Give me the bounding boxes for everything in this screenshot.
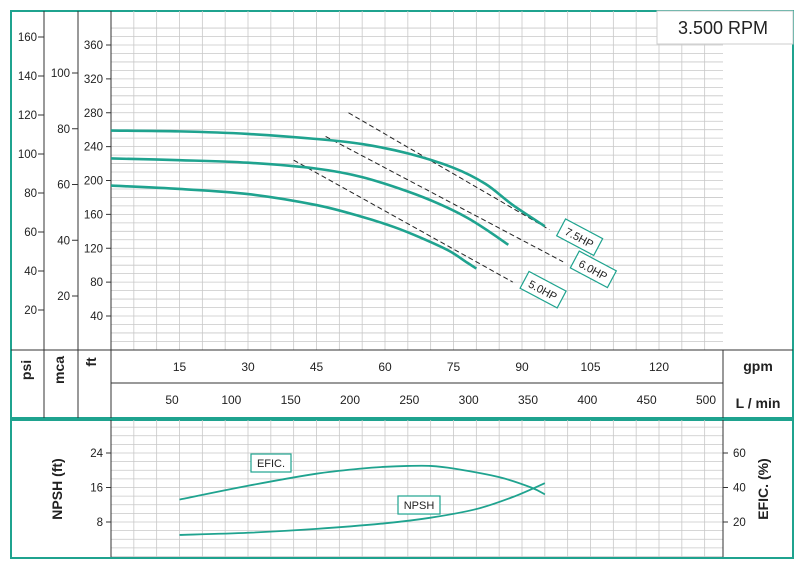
lmin-tick-label: 100 — [221, 393, 241, 407]
head-curve-6.0hp — [110, 157, 510, 246]
efic-tick-label: 20 — [733, 517, 746, 529]
head-curve-5.0hp — [110, 184, 478, 270]
ft-tick-label: 40 — [90, 311, 103, 323]
mca-tick-label: 80 — [57, 124, 70, 136]
npsh-tick-label: 16 — [90, 483, 103, 495]
lmin-tick-label: 150 — [281, 393, 301, 407]
psi-tick-label: 100 — [18, 149, 37, 161]
gpm-tick-label: 75 — [447, 360, 461, 374]
lmin-axis-label: L / min — [736, 395, 781, 411]
mca-tick-label: 20 — [57, 291, 70, 303]
npsh-curve-label: NPSH — [397, 495, 441, 515]
power-label-box — [555, 218, 604, 257]
power-label-5.0hp: 5.0HP — [519, 270, 567, 309]
lmin-tick-label: 350 — [518, 393, 538, 407]
gpm-axis-label: gpm — [743, 358, 773, 374]
gpm-tick-label: 45 — [310, 360, 324, 374]
efic-axis-label: EFIC. (%) — [755, 458, 771, 519]
psi-tick-label: 160 — [18, 32, 37, 44]
power-line-7.5hp — [348, 112, 550, 231]
ft-tick-label: 360 — [84, 40, 103, 52]
lmin-tick-label: 50 — [165, 393, 179, 407]
top-panel-frame — [10, 10, 794, 419]
axes — [11, 11, 793, 557]
head-curve-7.5hp — [110, 129, 546, 228]
ft-tick-label: 240 — [84, 142, 103, 154]
rpm-label: 3.500 RPM — [678, 18, 768, 38]
ft-tick-label: 200 — [84, 176, 103, 188]
efic-tick-label: 40 — [733, 483, 746, 495]
head-curves — [110, 129, 546, 270]
efic-curve-label: EFIC. — [250, 453, 292, 473]
efic-curve-label-text: EFIC. — [257, 458, 285, 470]
efficiency-npsh-curves — [179, 464, 546, 536]
ft-tick-label: 120 — [84, 243, 103, 255]
efic-tick-label: 60 — [733, 448, 746, 460]
npsh-axis-label: NPSH (ft) — [49, 458, 65, 519]
gpm-tick-label: 105 — [580, 360, 600, 374]
mca-tick-label: 60 — [57, 180, 70, 192]
top-grid — [110, 11, 723, 351]
psi-tick-label: 20 — [24, 305, 37, 317]
bottom-panel-frame — [10, 419, 794, 559]
npsh-curve-label-box — [397, 495, 441, 515]
npsh-curve-label-text: NPSH — [404, 500, 435, 512]
ft-tick-label: 320 — [84, 74, 103, 86]
gpm-tick-label: 90 — [515, 360, 529, 374]
gpm-tick-label: 30 — [241, 360, 255, 374]
lmin-tick-label: 250 — [399, 393, 419, 407]
power-lines — [293, 112, 564, 283]
power-label-box — [569, 250, 618, 289]
bottom-grid — [110, 420, 723, 557]
power-label-7.5hp: 7.5HP — [555, 218, 604, 257]
mca-axis-label: mca — [51, 356, 67, 384]
power-line-5.0hp — [293, 159, 514, 283]
psi-axis-label: psi — [18, 360, 34, 380]
ft-tick-label: 280 — [84, 108, 103, 120]
efic-curve — [179, 464, 546, 501]
lmin-tick-label: 200 — [340, 393, 360, 407]
ft-tick-label: 160 — [84, 209, 103, 221]
psi-tick-label: 140 — [18, 71, 37, 83]
lmin-tick-label: 500 — [696, 393, 716, 407]
psi-tick-label: 60 — [24, 227, 37, 239]
psi-tick-label: 80 — [24, 188, 37, 200]
psi-tick-label: 120 — [18, 110, 37, 122]
npsh-tick-label: 24 — [90, 448, 103, 460]
efic-curve-label-box — [250, 453, 292, 473]
psi-tick-label: 40 — [24, 266, 37, 278]
gpm-tick-label: 15 — [173, 360, 187, 374]
power-line-6.0hp — [325, 136, 564, 263]
lmin-tick-label: 450 — [637, 393, 657, 407]
lmin-tick-label: 400 — [577, 393, 597, 407]
tick-labels: 20 40 60 80 100 120 140 160 20 40 60 80 100 40 80 120 16… — [18, 32, 746, 529]
gpm-tick-label: 120 — [649, 360, 669, 374]
mca-tick-label: 40 — [57, 235, 70, 247]
mca-tick-label: 100 — [51, 68, 70, 80]
lmin-tick-label: 300 — [459, 393, 479, 407]
gpm-tick-label: 60 — [378, 360, 392, 374]
power-label-box — [519, 270, 567, 309]
rpm-box — [656, 10, 794, 45]
ft-tick-label: 80 — [90, 277, 103, 289]
npsh-tick-label: 8 — [97, 517, 103, 529]
npsh-curve — [179, 482, 546, 536]
ft-axis-label: ft — [83, 357, 99, 367]
